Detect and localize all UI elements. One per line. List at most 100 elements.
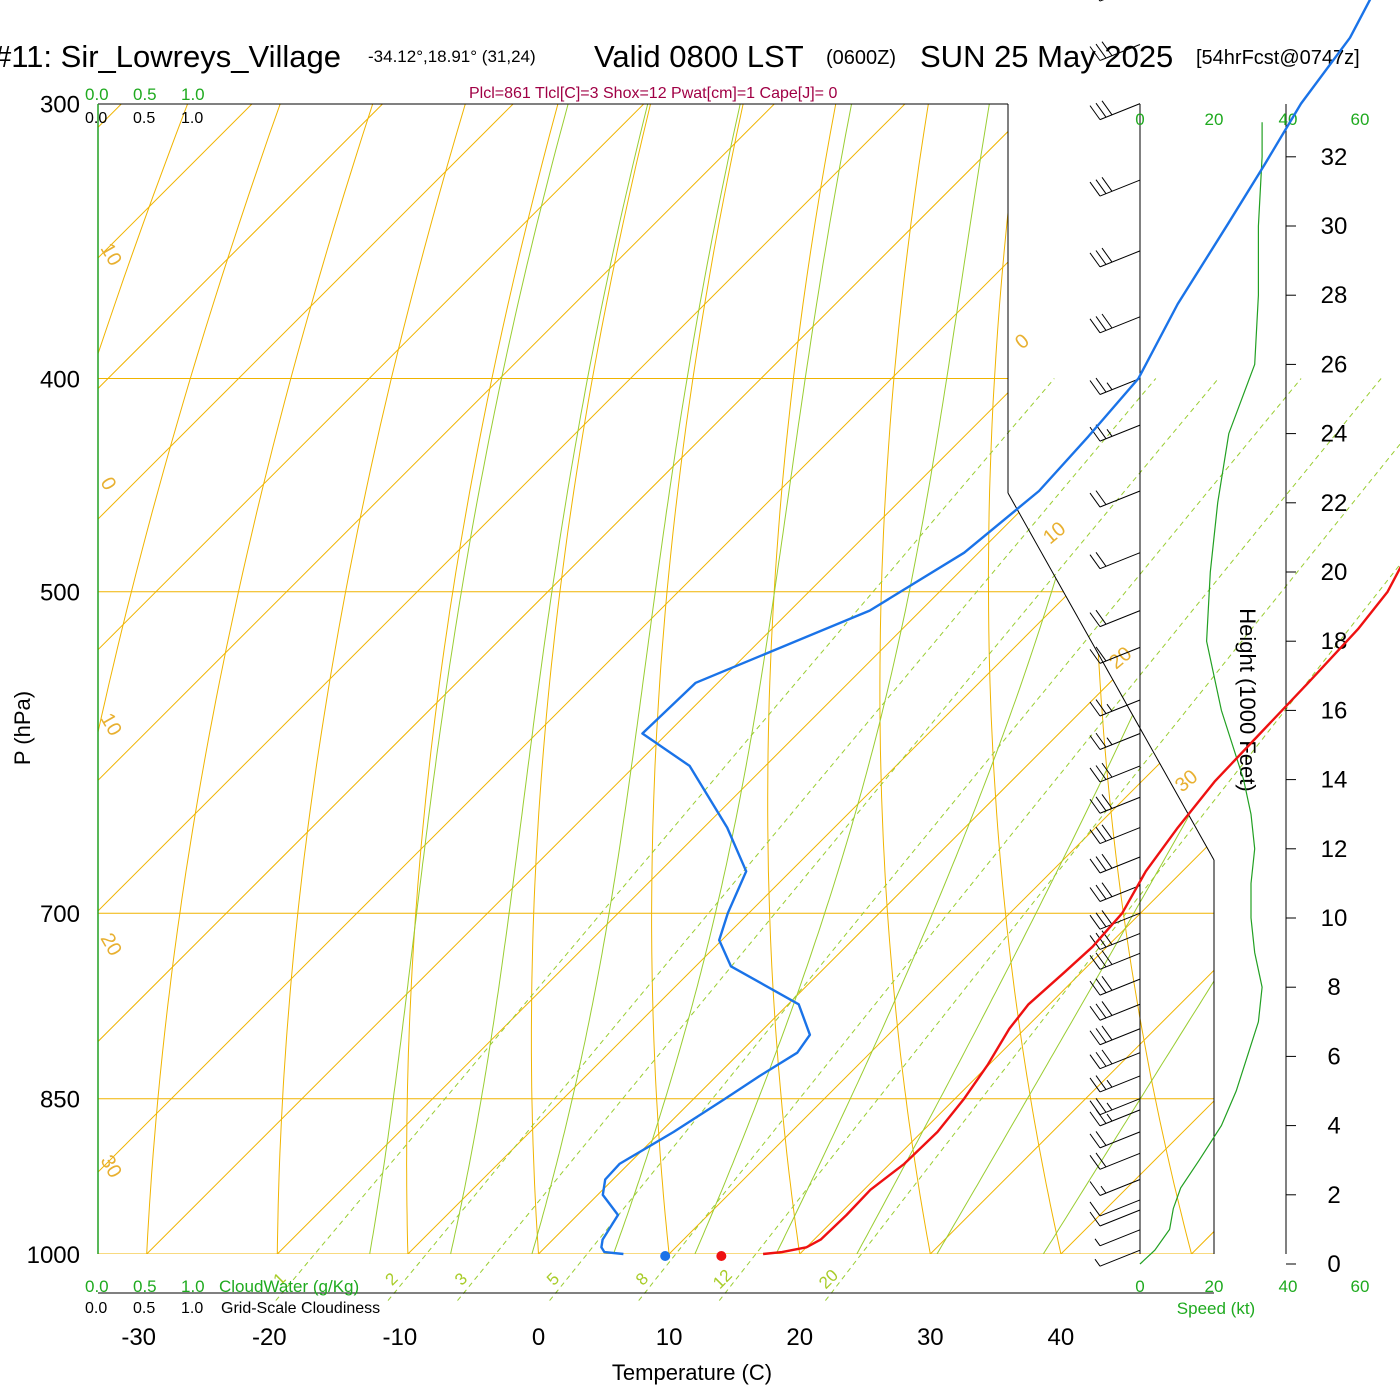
wind-barb-staff (1099, 0, 1105, 2)
mixing-ratio-label-8: 8 (632, 1269, 652, 1289)
wind-barb-feather (1101, 762, 1113, 778)
wind-barb-staff (1099, 179, 1141, 197)
height-tick-20: 20 (1321, 559, 1348, 586)
isotherm-line (98, 104, 597, 1254)
pressure-tick-700: 700 (40, 901, 80, 928)
wind-barb-feather (1089, 612, 1101, 627)
wind-barb-feather (1101, 824, 1113, 840)
wind-barb (1089, 794, 1141, 814)
wind-barb-half-feather (1100, 1185, 1107, 1194)
wind-speed-line (1139, 122, 1263, 1265)
height-tick-4: 4 (1327, 1113, 1340, 1140)
isotherm-line (99, 104, 1214, 1254)
wind-barb-staff (1099, 250, 1141, 268)
pressure-tick-400: 400 (40, 366, 80, 393)
wind-barb-staff (1099, 1109, 1141, 1127)
wind-barb-staff (1099, 1209, 1141, 1227)
dry-adiabat (651, 104, 795, 1254)
temperature-axis-label: Temperature (C) (612, 1360, 772, 1385)
temperature-tick--20: -20 (252, 1324, 287, 1351)
wind-barb-feather (1089, 914, 1101, 930)
wind-barb (1089, 1179, 1141, 1196)
wind-barb-feather (1095, 1028, 1107, 1043)
isotherm-label-left-1: 20 (96, 930, 126, 960)
wind-barb-staff (1099, 1003, 1141, 1021)
wind-barb-feather (1101, 882, 1113, 897)
wind-barb-feather (1089, 1155, 1101, 1170)
wind-barb-feather (1089, 1133, 1101, 1149)
wind-barb-feather (1101, 313, 1113, 329)
wind-barb-feather (1101, 950, 1113, 965)
wind-barb-staff (1099, 1152, 1141, 1170)
isotherm-label-right-0: 0 (1011, 330, 1034, 354)
wind-barb-feather (1095, 377, 1107, 393)
wind-barb-half-feather (1094, 1238, 1101, 1247)
pressure-tick-1000: 1000 (27, 1242, 80, 1269)
wind-barb-feather (1089, 1100, 1101, 1116)
wind-barbs (1089, 0, 1141, 1267)
cloud-scale-bottom-black-2: 1.0 (181, 1300, 203, 1317)
isotherm-line (98, 104, 858, 1254)
wind-barb (1089, 313, 1141, 334)
speed-scale-top: 0 20 40 60 (1135, 110, 1369, 129)
wind-barb-feather (1101, 976, 1113, 991)
dry-adiabat (767, 104, 882, 1254)
wind-barb (1089, 1001, 1141, 1021)
wind-barb-feather (1089, 1030, 1101, 1046)
cloud-scale-top-black-1: 0.5 (133, 110, 155, 127)
wind-barb-feather (1089, 887, 1101, 902)
temperature-tick-20: 20 (786, 1324, 813, 1351)
wind-barb (1089, 1152, 1141, 1170)
wind-barb-staff (1099, 646, 1141, 664)
speed-bottom-20: 20 (1205, 1277, 1224, 1296)
temperature-tick-10: 10 (656, 1324, 683, 1351)
surface-dewpoint-marker (660, 1251, 671, 1261)
mixing-ratio-label-2: 2 (382, 1269, 402, 1289)
dry-adiabat (1194, 104, 1214, 1254)
wind-barb-feather (1101, 910, 1113, 925)
wind-barb-feather (1095, 1098, 1107, 1113)
wind-barb-feather (1095, 102, 1107, 118)
wind-barb (1089, 1098, 1141, 1116)
isotherm-line (98, 104, 989, 1254)
wind-barb-feather (1095, 552, 1107, 567)
wind-barb-staff (1099, 827, 1141, 845)
cloud-scale-bottom-green-0: 0.0 (85, 1277, 109, 1296)
wind-barb-half-feather (1106, 703, 1113, 712)
height-axis-label: Height (1000 Feet) (1235, 608, 1260, 791)
isotherm-line (98, 104, 466, 1254)
cloud-scale-bottom-green-1: 0.5 (133, 1277, 157, 1296)
dry-adiabat (144, 104, 448, 1254)
wind-barb-feather (1089, 649, 1101, 664)
wind-barb-staff (1099, 44, 1141, 61)
cloud-scale-bottom: 0.0 0.5 1.0 CloudWater (g/Kg) 0.0 0.5 1.… (85, 1277, 380, 1317)
dry-adiabat (1391, 0, 1400, 1301)
cloud-scale-bottom-black-1: 0.5 (133, 1300, 155, 1317)
height-tick-26: 26 (1321, 351, 1348, 378)
pressure-tick-300: 300 (40, 92, 80, 119)
temperature-tick-40: 40 (1048, 1324, 1075, 1351)
wind-barb-staff (1099, 1098, 1141, 1116)
speed-top-60: 60 (1351, 110, 1370, 129)
wind-barb-half-feather (1106, 1113, 1113, 1122)
wind-barb-feather (1089, 1005, 1101, 1021)
wind-barb-feather (1095, 609, 1107, 625)
isotherm-line (230, 104, 1214, 1254)
wind-barb-half-feather (1106, 1102, 1113, 1111)
wind-barb (1094, 1249, 1141, 1267)
surface-temperature-marker (716, 1251, 727, 1261)
wind-barb-feather (1101, 1049, 1113, 1065)
wind-barb (1089, 882, 1141, 902)
cloud-scale-bottom-green-2: 1.0 (181, 1277, 205, 1296)
wind-barb-feather (1095, 646, 1107, 662)
wind-barb-feather (1089, 1211, 1101, 1227)
mixing-ratio-label-5: 5 (543, 1269, 563, 1289)
wind-barb-feather (1089, 380, 1101, 395)
wind-barb-feather (1095, 796, 1107, 812)
dry-adiabat (98, 104, 187, 1254)
isotherm-line (98, 104, 1119, 1254)
wind-barb-staff (1099, 1075, 1141, 1093)
speed-bottom-0: 0 (1135, 1277, 1144, 1296)
pressure-tick-850: 850 (40, 1087, 80, 1114)
